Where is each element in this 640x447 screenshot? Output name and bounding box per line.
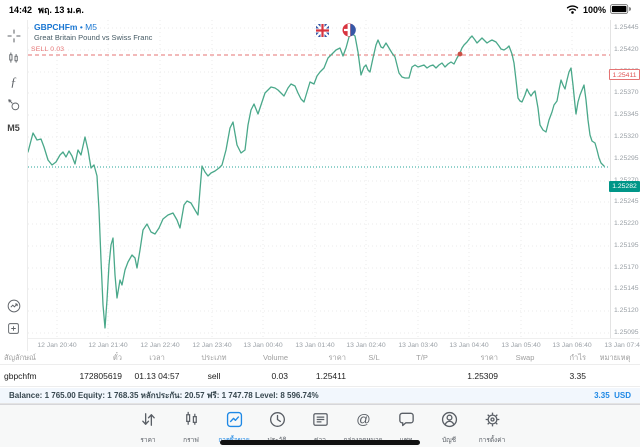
tab-label: การตั้งค่า [478, 437, 506, 444]
timeframe-button[interactable]: M5 [7, 122, 20, 133]
tab-การตั้งค่า[interactable]: การตั้งค่า [471, 410, 514, 445]
updown-arrows-icon [139, 410, 158, 434]
price-axis-label: 1.25445 [614, 24, 639, 31]
table-cell: gbpchfm [4, 370, 37, 381]
table-header-cell: ประเภท [201, 352, 227, 362]
price-axis-label: 1.25220 [614, 220, 639, 227]
time-axis: 12 Jan 20:40 12 Jan 21:40 12 Jan 22:40 12 J… [28, 338, 640, 351]
chat-icon [397, 410, 416, 434]
crosshair-tool-button[interactable] [4, 24, 24, 47]
battery-percent: 100% [582, 5, 606, 15]
trade-status-button[interactable] [4, 294, 24, 317]
time-axis-label: 13 Jan 03:40 [398, 342, 438, 349]
chart-toolbar: ƒ M5 [0, 20, 28, 351]
price-axis-label: 1.25320 [614, 133, 639, 140]
table-header-cell: Swap [515, 353, 535, 362]
price-axis-label: 1.25420 [614, 46, 639, 53]
price-axis: 1.254451.254201.253951.253701.253451.253… [610, 20, 640, 338]
table-header-cell: ตั๋ว [112, 352, 122, 362]
home-indicator[interactable] [220, 440, 420, 445]
settings-gear-icon [483, 410, 502, 434]
tab-กราฟ[interactable]: กราฟ [170, 410, 213, 445]
clock-date: พฤ. 13 ม.ค. [38, 5, 84, 15]
time-axis-label: 13 Jan 07:40 [604, 342, 640, 349]
tab-label: บัญชี [441, 437, 457, 444]
clock-time: 14:42 [9, 5, 33, 15]
table-cell: 0.03 [271, 370, 288, 381]
table-header-cell: S/L [368, 353, 380, 362]
table-header-cell: สัญลักษณ์ [4, 352, 37, 362]
trade-chart-icon [225, 410, 244, 434]
price-axis-label: 1.25095 [614, 329, 639, 336]
total-profit: 3.35 USD [594, 391, 631, 400]
table-cell: 1.25309 [467, 370, 498, 381]
account-summary: Balance: 1 765.00 Equity: 1 768.35 หลักป… [9, 391, 319, 400]
time-axis-label: 13 Jan 06:40 [552, 342, 592, 349]
new-order-button[interactable] [4, 317, 24, 340]
account-summary-row: Balance: 1 765.00 Equity: 1 768.35 หลักป… [0, 388, 640, 404]
chart-svg [28, 20, 610, 338]
table-header-cell: ราคา [328, 352, 346, 362]
chf-flag-icon [342, 23, 356, 42]
sell-position-label: SELL 0.03 [31, 46, 65, 53]
positions-table: สัญลักษณ์ ตั๋ว เวลา ประเภท Volume ราคา S/L T/P ร… [0, 351, 640, 387]
table-header-cell: หมายเหตุ [599, 352, 631, 362]
time-axis-label: 12 Jan 23:40 [192, 342, 232, 349]
table-cell: 3.35 [569, 370, 586, 381]
news-icon [311, 410, 330, 434]
table-header-cell: เวลา [149, 352, 165, 362]
table-header-row: สัญลักษณ์ ตั๋ว เวลา ประเภท Volume ราคา S/L T/P ร… [0, 351, 640, 365]
table-header-cell: กำไร [569, 352, 586, 362]
battery-icon [610, 4, 631, 16]
table-header-cell: ราคา [480, 352, 498, 362]
price-axis-label: 1.25345 [614, 111, 639, 118]
price-axis-label: 1.25120 [614, 307, 639, 314]
chart-area[interactable]: GBPCHFm • M5 Great Britain Pound vs Swis… [28, 20, 640, 338]
table-cell: 01.13 04:57 [134, 370, 180, 381]
tab-label: กราฟ [183, 437, 199, 444]
time-axis-label: 12 Jan 20:40 [37, 342, 77, 349]
time-axis-label: 12 Jan 21:40 [88, 342, 128, 349]
chart-type-button[interactable] [4, 47, 24, 70]
indicators-button[interactable]: ƒ [10, 73, 17, 89]
status-bar: 14:42 พฤ. 13 ม.ค. 100% [0, 0, 640, 20]
objects-button[interactable] [4, 93, 24, 116]
time-axis-label: 13 Jan 05:40 [501, 342, 541, 349]
tab-บัญชี[interactable]: บัญชี [428, 410, 471, 445]
wifi-icon [566, 4, 579, 16]
position-row[interactable]: gbpchfm 172805619 01.13 04:57 sell 0.03 1.254… [0, 365, 640, 387]
current-price-tag: 1.25282 [609, 181, 640, 192]
table-header-cell: Volume [262, 353, 288, 362]
sell-price-tag: 1.25411 [609, 69, 640, 80]
time-axis-label: 12 Jan 22:40 [140, 342, 180, 349]
history-clock-icon [268, 410, 287, 434]
price-axis-label: 1.25370 [614, 89, 639, 96]
time-axis-label: 13 Jan 02:40 [346, 342, 386, 349]
price-axis-label: 1.25145 [614, 285, 639, 292]
gbp-flag-icon [315, 22, 330, 42]
symbol-flags [315, 22, 356, 42]
price-axis-label: 1.25295 [614, 155, 639, 162]
table-cell: 172805619 [79, 370, 122, 381]
table-cell: 1.25411 [315, 370, 346, 381]
svg-text:@: @ [356, 412, 370, 428]
tab-bar: ราคากราฟการซื้อขายประวัติข่าว@กล่องจดหมา… [0, 404, 640, 447]
candles-icon [182, 410, 201, 434]
table-header-cell: T/P [416, 353, 428, 362]
time-axis-label: 13 Jan 04:40 [449, 342, 489, 349]
price-axis-label: 1.25170 [614, 264, 639, 271]
time-axis-label: 13 Jan 01:40 [295, 342, 335, 349]
tab-ราคา[interactable]: ราคา [127, 410, 170, 445]
mailbox-icon: @ [354, 410, 373, 434]
price-axis-label: 1.25270 [614, 177, 639, 184]
account-icon [440, 410, 459, 434]
table-cell: sell [207, 370, 221, 381]
price-axis-label: 1.25245 [614, 198, 639, 205]
tab-label: ราคา [140, 437, 156, 444]
price-axis-label: 1.25195 [614, 242, 639, 249]
time-axis-label: 13 Jan 00:40 [243, 342, 283, 349]
